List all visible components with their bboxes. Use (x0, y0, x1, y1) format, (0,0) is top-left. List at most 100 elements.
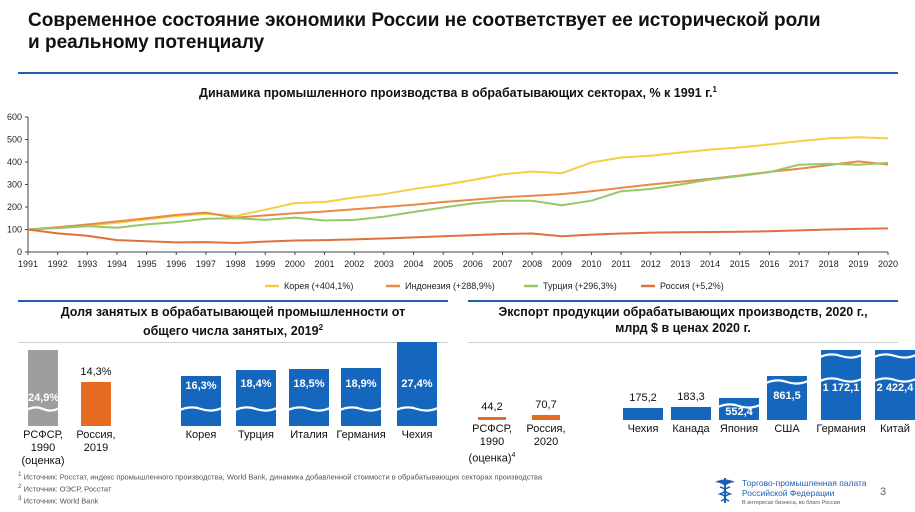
category-label-line: Чехия (401, 429, 433, 441)
footnote-mark: 2 (18, 483, 22, 490)
x-tick-label: 2005 (433, 259, 453, 269)
axis-break-icon (716, 403, 762, 409)
value-label: 18,5% (293, 378, 325, 390)
category-label-line: 1990 (30, 442, 56, 454)
category-label: Турция (224, 429, 288, 442)
category-label: США (756, 423, 818, 436)
x-tick-label: 2010 (581, 259, 601, 269)
value-label: 16,3% (185, 380, 217, 393)
legend-label: Россия (+5,2%) (660, 281, 724, 291)
x-tick-label: 2003 (374, 259, 394, 269)
x-tick-label: 2015 (730, 259, 750, 269)
footnote-mark: 4 (511, 452, 516, 459)
x-tick-label: 2011 (611, 259, 630, 269)
x-tick-label: 2018 (819, 259, 839, 269)
category-label: Россия, 2020 (515, 423, 577, 449)
x-tick-label: 1995 (137, 259, 157, 269)
export-bar (671, 407, 711, 420)
x-tick-label: 2001 (315, 259, 335, 269)
category-label: Корея (169, 429, 233, 442)
x-tick-label: 1998 (226, 259, 246, 269)
category-label-line: (оценка) (21, 455, 65, 467)
footnote-2: 2 Источник: ОЭСР, Росстат (18, 482, 542, 494)
export-bar-chart: 44,2 РСФСР, 1990 (оценка)4 70,7 Россия, 2020 17… (460, 342, 915, 467)
footnote-3: 3 Источник: World Bank (18, 494, 542, 506)
footnote-text: Источник: World Bank (23, 496, 99, 506)
axis-break-icon (872, 377, 915, 383)
category-label: Китай (864, 423, 915, 436)
employment-divider (18, 342, 448, 343)
export-bar (532, 414, 560, 420)
x-tick-label: 2008 (522, 259, 542, 269)
employment-title-line2: общего числа занятых, 2019 (142, 324, 319, 339)
footnote-text: Источник: Росстат, индекс промышленного … (23, 472, 543, 482)
value-label: 175,2 (629, 391, 657, 404)
category-label-line: Китай (880, 423, 910, 435)
category-label-line: 1990 (479, 436, 505, 448)
footnote-mark: 2 (318, 323, 324, 332)
legend-label: Турция (+296,3%) (543, 281, 617, 291)
axis-break-icon (286, 406, 332, 412)
x-tick-label: 1994 (107, 259, 127, 269)
value-label: 2 422,4 (876, 382, 914, 394)
logo-line2: Российской Федерации (742, 488, 835, 498)
category-label-line: Корея (185, 429, 217, 441)
employment-chart-title: Доля занятых в обрабатывающей промышленн… (18, 304, 448, 339)
page-title: Современное состояние экономики России н… (28, 10, 821, 53)
x-tick-label: 2016 (759, 259, 779, 269)
category-label: Канада (660, 423, 722, 436)
axis-break-icon (818, 353, 864, 359)
category-label-line: Германия (336, 429, 386, 441)
y-axis: 0 100 200 300 400 500 600 (7, 112, 29, 257)
page-number: 3 (880, 486, 887, 498)
category-label-line: РСФСР, (472, 423, 512, 435)
legend-label: Корея (+404,1%) (284, 281, 353, 291)
x-tick-label: 2004 (404, 259, 424, 269)
x-tick-label: 2002 (344, 259, 364, 269)
category-label-line: (оценка)4 (468, 452, 516, 465)
category-label-line: 2020 (533, 436, 559, 448)
section-rule-export (468, 300, 898, 302)
category-label: РСФСР, 1990 (оценка) (11, 429, 75, 468)
employment-bar (81, 382, 111, 426)
value-label: 24,9% (28, 392, 60, 404)
value-label: 183,3 (677, 391, 705, 403)
axis-break-icon (394, 406, 440, 412)
employment-bar (181, 376, 221, 426)
line-chart-title: Динамика промышленного производства в об… (18, 82, 898, 101)
employment-bar (289, 369, 329, 426)
bar-cap (719, 398, 759, 400)
export-bar (623, 407, 663, 420)
category-label: РСФСР, 1990 (оценка)4 (461, 423, 523, 466)
caduceus-logo-icon (715, 478, 735, 503)
line-chart: 0 100 200 300 400 500 600 1991 1992 1993 1994 1995… (7, 112, 898, 291)
category-label-line: Россия, (526, 423, 566, 435)
axis-break-icon (178, 406, 224, 412)
category-label: Италия (277, 429, 341, 442)
line-chart-title-text: Динамика промышленного производства в об… (199, 86, 713, 101)
export-title-line2: млрд $ в ценах 2020 г. (615, 321, 751, 335)
export-bar (478, 416, 506, 420)
category-label: Германия (329, 429, 393, 442)
footnote-mark: 3 (18, 495, 22, 502)
x-tick-label: 2000 (285, 259, 305, 269)
value-label: 18,9% (345, 378, 377, 390)
footnotes: 1 Источник: Росстат, индекс промышленног… (18, 470, 542, 506)
axis-break-icon (872, 353, 915, 359)
employment-bar (341, 368, 381, 426)
category-label-line: Япония (719, 423, 759, 435)
y-tick-label: 200 (7, 202, 22, 212)
x-tick-label: 2009 (552, 259, 572, 269)
category-label-line: Италия (290, 429, 328, 441)
value-label: 27,4% (401, 378, 433, 390)
axis-break-icon (338, 406, 384, 412)
category-label-line: США (774, 423, 800, 435)
y-tick-label: 500 (7, 135, 22, 145)
y-tick-label: 100 (7, 225, 22, 235)
category-label-line: 2019 (83, 442, 109, 454)
x-tick-label: 1997 (196, 259, 216, 269)
axis-break-icon (818, 377, 864, 383)
category-label: Чехия (385, 429, 449, 442)
y-tick-label: 400 (7, 157, 22, 167)
axis-break-icon (233, 406, 279, 412)
